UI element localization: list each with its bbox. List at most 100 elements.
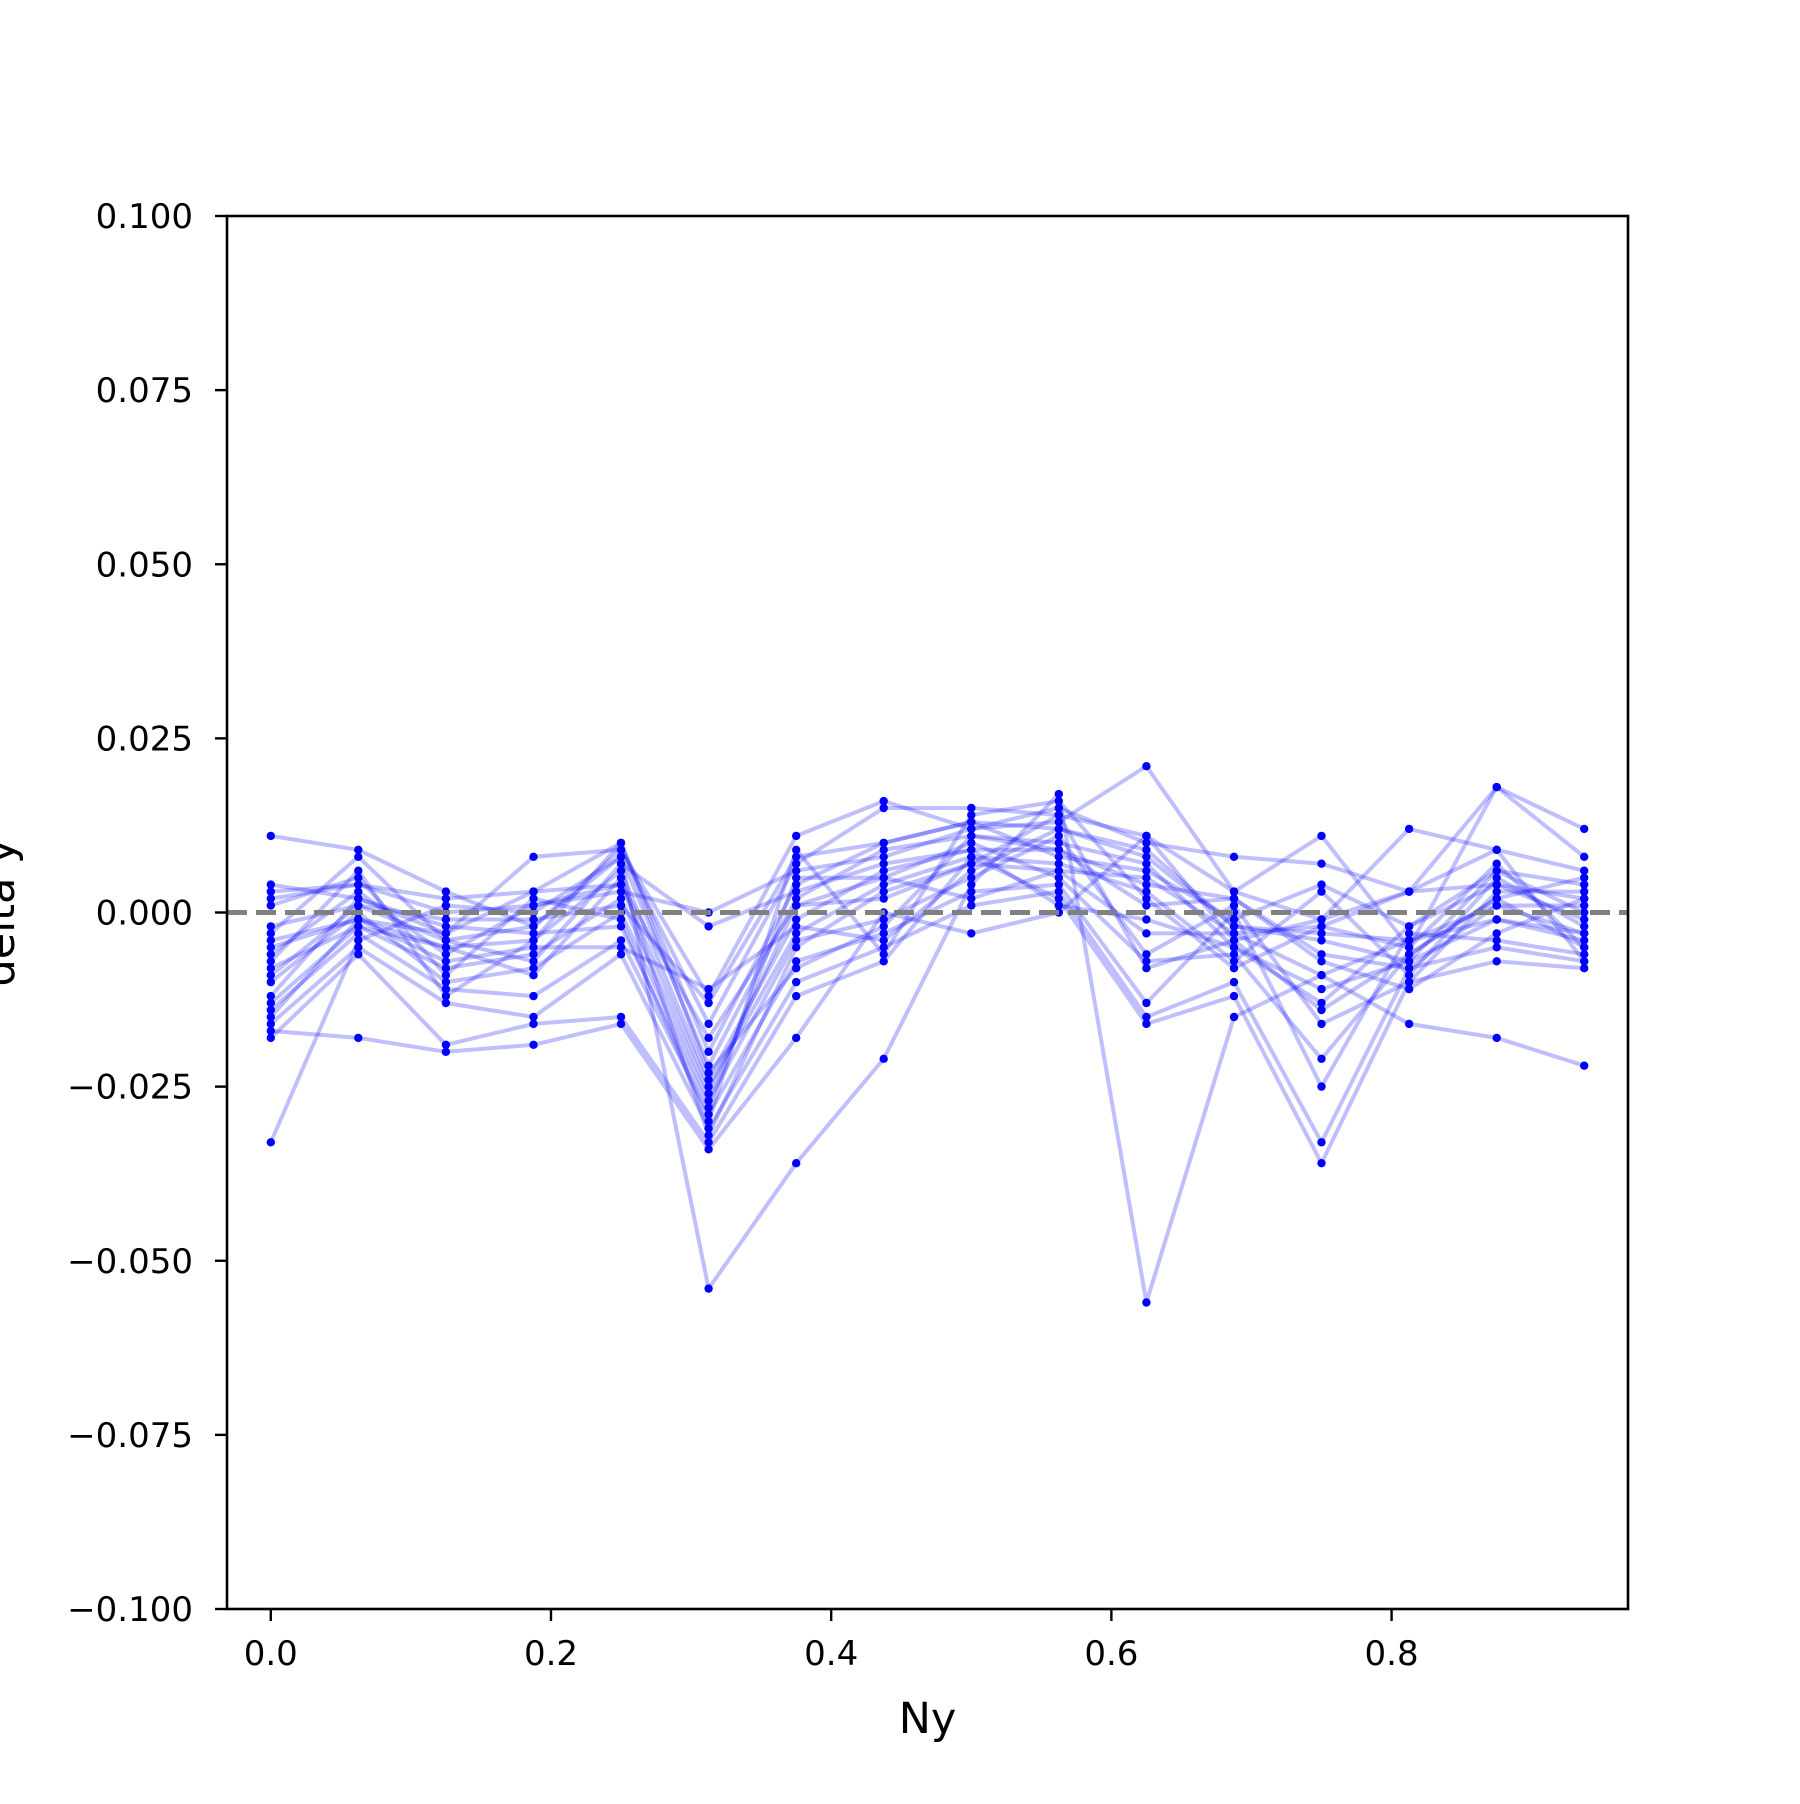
data-point — [441, 971, 451, 980]
data-point — [529, 852, 538, 861]
data-point — [1404, 824, 1414, 834]
data-point — [1492, 880, 1501, 889]
data-point — [704, 1124, 713, 1133]
data-point — [616, 950, 626, 959]
data-point — [967, 838, 976, 848]
data-point — [1317, 957, 1326, 966]
data-point — [704, 1145, 713, 1154]
data-point — [1580, 894, 1589, 903]
data-point — [1229, 894, 1239, 903]
data-point — [1404, 922, 1414, 931]
data-point — [441, 957, 451, 966]
data-point — [266, 971, 275, 980]
data-point — [1142, 998, 1151, 1008]
y-tick-label: 0.075 — [96, 371, 193, 411]
data-point — [1142, 852, 1151, 861]
data-point — [704, 984, 713, 994]
data-point — [616, 915, 626, 924]
data-point — [1580, 901, 1589, 910]
data-point — [354, 950, 363, 959]
data-point — [1317, 929, 1326, 938]
x-axis: 0.0 0.2 0.4 0.6 0.8 — [244, 1609, 1419, 1674]
data-point — [1580, 824, 1589, 834]
data-point — [792, 964, 801, 973]
data-point — [792, 880, 801, 889]
data-point — [1142, 831, 1151, 841]
data-point — [792, 852, 801, 861]
data-point — [529, 929, 538, 938]
data-point — [879, 1054, 888, 1064]
data-point — [792, 866, 801, 875]
data-point — [266, 943, 275, 952]
data-point — [1229, 943, 1239, 952]
data-point — [1404, 971, 1414, 980]
data-point — [354, 887, 363, 896]
series-line-1 — [270, 764, 1586, 999]
data-point — [1142, 873, 1151, 882]
series-line-21 — [269, 833, 1585, 1075]
data-point — [1229, 991, 1239, 1001]
series-line-18 — [269, 847, 1585, 992]
data-point — [266, 957, 275, 966]
data-point — [1404, 1019, 1414, 1029]
data-point — [1492, 901, 1501, 910]
data-point — [529, 957, 538, 966]
data-point — [441, 894, 451, 903]
data-point — [266, 887, 275, 896]
data-point — [1142, 1019, 1151, 1029]
data-point — [441, 922, 451, 931]
data-point — [1404, 964, 1414, 973]
data-point — [1492, 1033, 1501, 1043]
data-point — [1404, 977, 1414, 987]
data-point — [354, 1033, 363, 1043]
data-point — [1054, 803, 1064, 813]
data-point — [704, 1110, 713, 1119]
data-point — [792, 1159, 801, 1168]
data-point — [529, 936, 538, 945]
data-point — [441, 936, 451, 945]
data-point — [1054, 810, 1064, 820]
data-point — [1142, 894, 1151, 903]
data-point — [1229, 936, 1239, 945]
data-point — [1229, 964, 1239, 973]
data-point — [1054, 894, 1064, 903]
data-point — [1317, 1138, 1326, 1147]
data-point — [967, 887, 976, 896]
data-point — [1317, 984, 1326, 994]
data-point — [266, 991, 275, 1001]
data-point — [616, 943, 626, 952]
data-point — [441, 964, 451, 973]
data-point — [1317, 915, 1326, 924]
y-axis-label: delta y — [0, 838, 25, 986]
series-points — [266, 762, 1589, 1307]
data-point — [1492, 943, 1501, 952]
data-point — [616, 866, 626, 875]
data-point — [879, 852, 888, 861]
data-point — [1054, 880, 1064, 889]
data-point — [1580, 957, 1589, 966]
data-point — [1229, 922, 1239, 931]
data-point — [967, 866, 976, 875]
x-tick-label: 0.4 — [804, 1634, 858, 1674]
data-point — [879, 936, 888, 945]
series-line-5 — [270, 847, 1585, 1082]
series-line-11 — [269, 889, 1585, 1145]
data-point — [1580, 887, 1589, 896]
data-point — [879, 873, 888, 882]
y-axis: 0.100 0.075 0.050 0.025 0.000 −0.025 −0.050 −0.… — [67, 197, 227, 1630]
data-point — [704, 1075, 713, 1084]
data-point — [1580, 1061, 1589, 1070]
y-tick-label: 0.000 — [96, 894, 193, 934]
data-point — [1142, 929, 1151, 938]
data-point — [792, 901, 801, 910]
x-tick-label: 0.2 — [524, 1634, 578, 1674]
data-point — [967, 929, 976, 938]
data-point — [967, 824, 976, 834]
data-point — [354, 873, 363, 882]
data-point — [704, 1131, 713, 1140]
data-point — [1492, 845, 1501, 854]
data-point — [1229, 901, 1239, 910]
data-point — [1317, 1005, 1326, 1015]
data-point — [1580, 943, 1589, 952]
